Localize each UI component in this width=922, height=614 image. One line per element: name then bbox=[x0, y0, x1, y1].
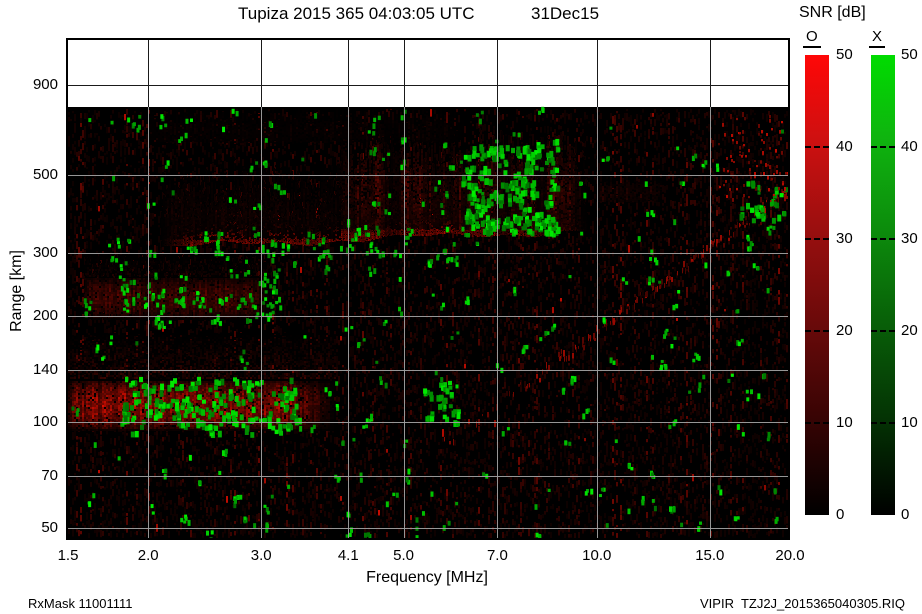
colorbar-tick-label: 40 bbox=[901, 138, 918, 155]
y-tick-label: 50 bbox=[41, 519, 58, 536]
o-polarization-label: O bbox=[803, 28, 821, 48]
colorbar-tick-label: 40 bbox=[836, 138, 853, 155]
y-tick-label: 300 bbox=[32, 244, 58, 262]
y-tick-label: 900 bbox=[32, 76, 58, 93]
x-axis-title: Frequency [MHz] bbox=[366, 569, 488, 586]
x-tick-label: 3.0 bbox=[250, 547, 272, 564]
colorbar-tick-label: 20 bbox=[901, 322, 918, 339]
colorbar-title: SNR [dB] bbox=[799, 4, 866, 21]
colorbar-tick-mark bbox=[871, 146, 895, 148]
rx-mask-text: RxMask 11001111 bbox=[28, 596, 133, 611]
x-tick-label: 15.0 bbox=[695, 547, 725, 564]
colorbar-tick-mark bbox=[805, 330, 829, 332]
colorbar-tick-mark bbox=[871, 330, 895, 332]
y-tick-label: 200 bbox=[32, 306, 58, 324]
x-tick-label: 5.0 bbox=[393, 547, 414, 564]
x-tick-label: 4.1 bbox=[337, 547, 359, 564]
x-tick-label: 10.0 bbox=[582, 547, 612, 564]
colorbar-tick-label: 30 bbox=[836, 230, 853, 247]
colorbar-tick-label: 0 bbox=[836, 506, 845, 523]
plot-date: 31Dec15 bbox=[531, 4, 600, 23]
colorbar-tick-label: 50 bbox=[836, 46, 853, 63]
x-polarization-label: X bbox=[869, 28, 886, 48]
colorbar-tick-mark bbox=[871, 238, 895, 240]
y-tick-label: 140 bbox=[32, 361, 58, 379]
colorbar-tick-mark bbox=[805, 238, 829, 240]
colorbar-tick-label: 0 bbox=[901, 506, 910, 523]
colorbar-tick-label: 50 bbox=[901, 46, 918, 63]
data-file-text: VIPIR TZJ2J_2015365040305.RIQ bbox=[700, 596, 905, 611]
x-tick-label: 1.5 bbox=[57, 547, 79, 564]
colorbar-tick-mark bbox=[871, 422, 895, 424]
y-tick-label: 70 bbox=[41, 467, 58, 485]
y-tick-label: 500 bbox=[32, 166, 58, 184]
colorbar-tick-label: 20 bbox=[836, 322, 853, 339]
colorbar-tick-mark bbox=[805, 422, 829, 424]
x-tick-label: 20.0 bbox=[775, 547, 805, 564]
colorbar-tick-label: 30 bbox=[901, 230, 918, 247]
y-tick-label: 100 bbox=[32, 412, 58, 430]
colorbar-tick-mark bbox=[805, 146, 829, 148]
x-tick-label: 7.0 bbox=[486, 547, 508, 564]
x-colorbar bbox=[871, 55, 895, 515]
x-tick-label: 2.0 bbox=[137, 547, 159, 564]
colorbar-tick-label: 10 bbox=[901, 414, 918, 431]
o-colorbar bbox=[805, 55, 829, 515]
page-title: Tupiza 2015 365 04:03:05 UTC bbox=[238, 4, 475, 23]
colorbar-tick-label: 10 bbox=[836, 414, 853, 431]
ionogram-canvas bbox=[66, 38, 790, 540]
